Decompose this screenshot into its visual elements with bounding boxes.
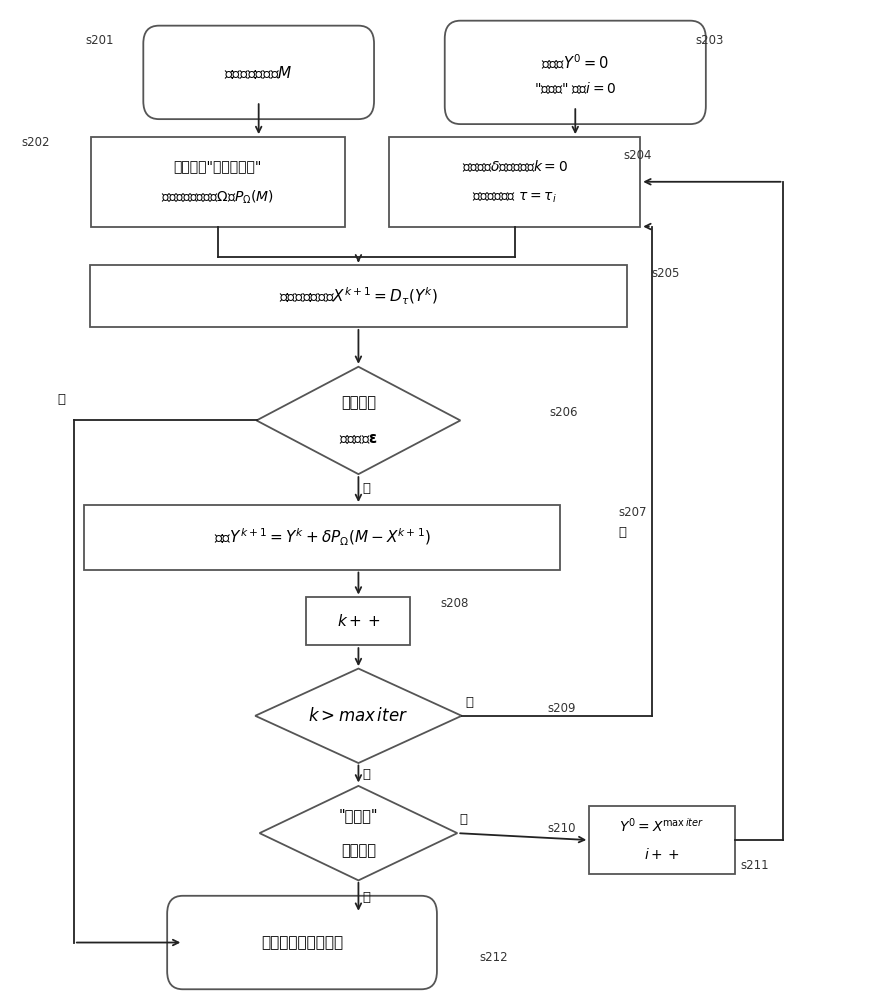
Text: s201: s201 [86, 34, 113, 47]
Text: 误差小于$\boldsymbol{\varepsilon}$: 误差小于$\boldsymbol{\varepsilon}$ [339, 431, 378, 446]
Polygon shape [255, 669, 462, 763]
Text: 否: 否 [362, 482, 370, 495]
Text: 开始：$Y^0=0$: 开始：$Y^0=0$ [541, 53, 609, 72]
Text: s212: s212 [480, 951, 508, 964]
Polygon shape [259, 786, 457, 880]
Text: s205: s205 [651, 267, 680, 280]
FancyBboxPatch shape [306, 597, 410, 645]
FancyBboxPatch shape [92, 137, 345, 227]
FancyBboxPatch shape [444, 21, 706, 124]
Text: s204: s204 [623, 149, 651, 162]
Text: 否: 否 [619, 526, 627, 539]
FancyBboxPatch shape [90, 265, 628, 327]
Text: s206: s206 [549, 406, 578, 419]
Text: 是: 是 [362, 768, 370, 781]
Text: 执行软阈值操作$X^{k+1}=D_{\tau}(Y^k)$: 执行软阈值操作$X^{k+1}=D_{\tau}(Y^k)$ [279, 286, 438, 307]
Text: 否: 否 [459, 813, 467, 826]
FancyBboxPatch shape [143, 26, 374, 119]
FancyBboxPatch shape [589, 806, 735, 874]
Text: s208: s208 [441, 597, 469, 610]
Text: s202: s202 [22, 135, 51, 148]
Text: "热启动": "热启动" [339, 808, 378, 823]
FancyBboxPatch shape [85, 505, 560, 570]
Text: s203: s203 [695, 34, 724, 47]
Text: $k++$: $k++$ [337, 613, 381, 629]
Polygon shape [257, 367, 460, 474]
Text: s207: s207 [619, 506, 647, 519]
Text: 待复原影像矩阵$M$: 待复原影像矩阵$M$ [224, 64, 293, 81]
Text: $Y^0=X^{\mathrm{max}\,iter}$: $Y^0=X^{\mathrm{max}\,iter}$ [620, 817, 705, 835]
Text: 更新$Y^{k+1}=Y^k+\delta P_{\Omega}(M-X^{k+1})$: 更新$Y^{k+1}=Y^k+\delta P_{\Omega}(M-X^{k+… [214, 527, 430, 548]
Text: 输出重构的影像矩阵: 输出重构的影像矩阵 [261, 935, 343, 950]
FancyBboxPatch shape [388, 137, 641, 227]
Text: 是: 是 [362, 891, 370, 904]
Text: "热启动" 循环$i=0$: "热启动" 循环$i=0$ [534, 80, 616, 96]
Text: s210: s210 [547, 822, 576, 835]
Text: 获取可靠元素集合$\Omega$及$P_{\Omega}(M)$: 获取可靠元素集合$\Omega$及$P_{\Omega}(M)$ [162, 189, 274, 206]
Text: 步骤完毕: 步骤完毕 [341, 844, 376, 859]
Text: $i++$: $i++$ [644, 847, 680, 862]
Text: 设置步长$\delta$，算法循环$k=0$: 设置步长$\delta$，算法循环$k=0$ [462, 158, 567, 174]
Text: 令软阈值参数 $\tau=\tau_i$: 令软阈值参数 $\tau=\tau_i$ [472, 190, 557, 205]
FancyBboxPatch shape [167, 896, 436, 989]
Text: 否: 否 [465, 696, 473, 709]
Text: $k>$max$\,iter$: $k>$max$\,iter$ [308, 707, 409, 725]
Text: s211: s211 [740, 859, 769, 872]
Text: s209: s209 [547, 702, 576, 715]
Text: 是: 是 [58, 393, 65, 406]
Text: 数据元素"确定性采样": 数据元素"确定性采样" [174, 159, 262, 173]
Text: 相对重构: 相对重构 [341, 395, 376, 410]
